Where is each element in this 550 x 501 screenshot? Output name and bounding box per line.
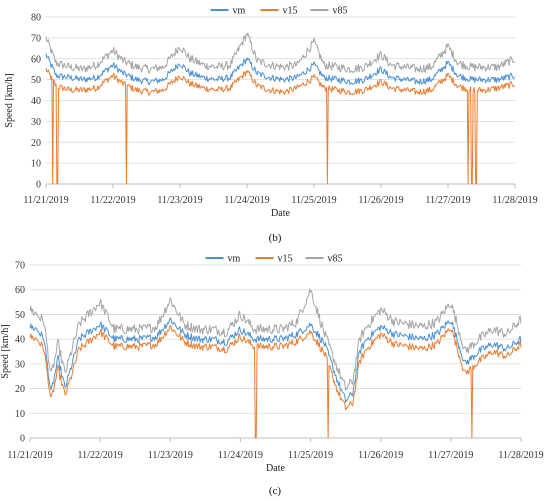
y-tick-label: 0 <box>36 180 41 191</box>
series-line-v85 <box>29 288 522 391</box>
x-tick-label: 11/22/2019 <box>90 195 135 206</box>
legend-label-v15: v15 <box>278 254 293 265</box>
panel-label: (b) <box>269 232 282 244</box>
y-axis-label: Speed [km/h] <box>0 324 11 378</box>
x-tick-label: 11/26/2019 <box>358 450 403 461</box>
series-line-v15 <box>29 324 522 439</box>
y-tick-label: 80 <box>31 13 41 24</box>
legend-label-v85: v85 <box>328 254 343 265</box>
y-tick-label: 60 <box>31 54 41 65</box>
x-tick-label: 11/27/2019 <box>428 450 473 461</box>
y-tick-label: 70 <box>31 33 41 44</box>
x-tick-label: 11/22/2019 <box>78 450 123 461</box>
series-line-v15 <box>45 68 516 185</box>
y-tick-label: 60 <box>15 285 25 296</box>
x-tick-label: 11/21/2019 <box>23 195 68 206</box>
y-tick-label: 70 <box>15 261 25 272</box>
y-tick-label: 40 <box>31 96 41 107</box>
y-tick-label: 20 <box>31 138 41 149</box>
legend-label-vm: vm <box>233 6 246 17</box>
chart-panel-b: 0 10 20 30 40 50 60 70 80 11/21/2019 11/22/2019 11/… <box>4 6 538 245</box>
x-tick-label: 11/21/2019 <box>7 450 52 461</box>
x-tick-label: 11/28/2019 <box>498 450 543 461</box>
series-line-vm <box>29 317 522 403</box>
x-axis-label: Date <box>271 208 290 219</box>
series-line-vm <box>45 53 516 86</box>
y-tick-label: 40 <box>15 335 25 346</box>
x-tick-label: 11/24/2019 <box>224 195 269 206</box>
x-tick-label: 11/23/2019 <box>148 450 193 461</box>
y-tick-label: 20 <box>15 384 25 395</box>
x-tick-label: 11/28/2019 <box>492 195 537 206</box>
y-tick-label: 10 <box>31 159 41 170</box>
series-line-v85 <box>45 32 516 74</box>
x-axis-label: Date <box>266 463 285 474</box>
legend-label-vm: vm <box>228 254 241 265</box>
y-tick-label: 50 <box>31 75 41 86</box>
legend-label-v85: v85 <box>333 6 348 17</box>
y-tick-label: 50 <box>15 310 25 321</box>
x-tick-label: 11/25/2019 <box>288 450 333 461</box>
panel-label: (c) <box>269 485 282 497</box>
y-tick-label: 30 <box>15 359 25 370</box>
y-tick-label: 0 <box>20 434 25 445</box>
y-tick-label: 30 <box>31 117 41 128</box>
x-tick-label: 11/27/2019 <box>425 195 470 206</box>
x-tick-label: 11/23/2019 <box>157 195 202 206</box>
chart-panel-c: 0 10 20 30 40 50 60 70 11/21/2019 11/22/2019 11/23… <box>0 254 544 498</box>
legend-label-v15: v15 <box>283 6 298 17</box>
x-tick-label: 11/24/2019 <box>218 450 263 461</box>
x-tick-label: 11/26/2019 <box>358 195 403 206</box>
x-tick-label: 11/25/2019 <box>291 195 336 206</box>
y-tick-label: 10 <box>15 409 25 420</box>
y-axis-label: Speed [km/h] <box>4 73 15 127</box>
